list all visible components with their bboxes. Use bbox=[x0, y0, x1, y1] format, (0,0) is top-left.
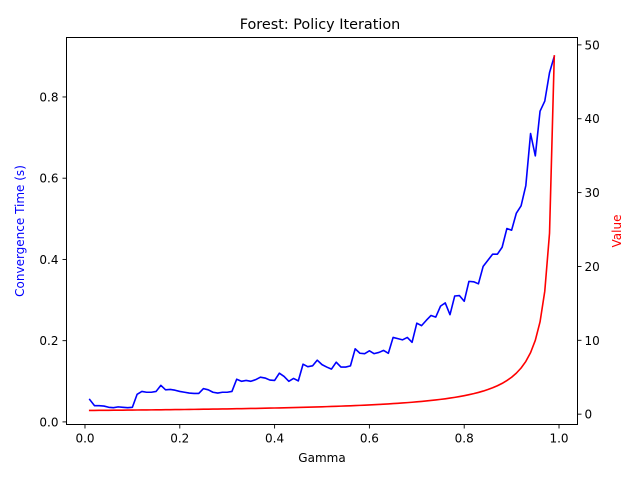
x-tick-label: 0.8 bbox=[455, 432, 474, 446]
y-axis-left-ticks: 0.0 0.2 0.4 0.6 0.8 bbox=[39, 90, 67, 429]
y-left-tick-label: 0.0 bbox=[39, 415, 58, 429]
x-tick-label: 0.2 bbox=[170, 432, 189, 446]
y-axis-left-label: Convergence Time (s) bbox=[13, 165, 27, 297]
x-tick-label: 0.4 bbox=[265, 432, 284, 446]
x-tick-label: 0.0 bbox=[75, 432, 94, 446]
value-series-line bbox=[88, 55, 556, 412]
y-axis-right-label: Value bbox=[610, 215, 624, 248]
y-right-tick-label: 20 bbox=[585, 260, 600, 274]
y-right-tick-label: 0 bbox=[585, 408, 593, 422]
chart-title: Forest: Policy Iteration bbox=[240, 17, 401, 33]
series-layer bbox=[88, 55, 556, 412]
convergence-time-series-line bbox=[88, 55, 556, 409]
y-left-tick-label: 0.6 bbox=[39, 172, 58, 186]
y-right-tick-label: 30 bbox=[585, 186, 600, 200]
plot-frame bbox=[66, 37, 578, 425]
x-axis-label: Gamma bbox=[298, 451, 345, 465]
y-right-tick-label: 10 bbox=[585, 334, 600, 348]
x-tick-label: 0.6 bbox=[360, 432, 379, 446]
y-left-tick-label: 0.8 bbox=[39, 90, 58, 104]
y-right-tick-label: 40 bbox=[585, 112, 600, 126]
y-left-tick-label: 0.4 bbox=[39, 253, 58, 267]
x-axis-ticks: 0.0 0.2 0.4 0.6 0.8 1.0 bbox=[75, 424, 569, 446]
y-right-tick-label: 50 bbox=[585, 38, 600, 52]
y-left-tick-label: 0.2 bbox=[39, 334, 58, 348]
y-axis-right-ticks: 0 10 20 30 40 50 bbox=[577, 38, 600, 422]
x-tick-label: 1.0 bbox=[549, 432, 568, 446]
